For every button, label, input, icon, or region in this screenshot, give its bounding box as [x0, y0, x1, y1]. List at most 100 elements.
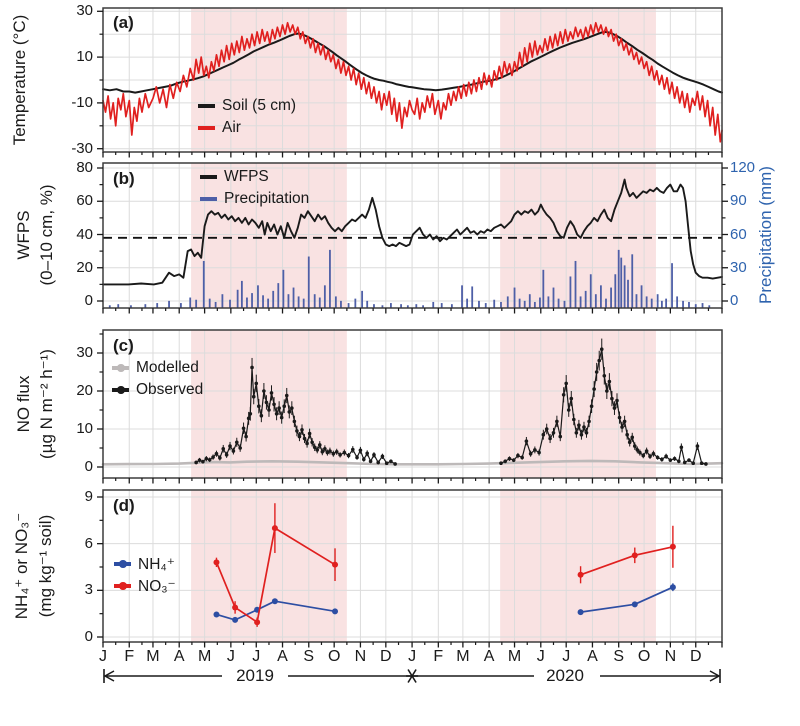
observed-no-flux-point [584, 431, 589, 435]
observed-no-flux-point [315, 448, 320, 452]
panel-c-ytick-20: 20 [76, 382, 93, 399]
panel-b-ytick-60: 60 [76, 192, 93, 210]
precipitation-bar [361, 290, 364, 308]
precipitation-bar [584, 290, 587, 308]
observed-no-flux-point [648, 454, 652, 459]
observed-no-flux-point [499, 461, 503, 466]
observed-no-flux-point [566, 408, 571, 412]
observed-no-flux-point [338, 453, 342, 457]
observed-no-flux-point [346, 453, 351, 458]
panel-b-ytick-40: 40 [76, 225, 93, 243]
observed-no-flux-point [625, 432, 629, 437]
legend-item-precipitation: Precipitation [200, 188, 309, 210]
precipitation-bar [671, 263, 673, 308]
legend-label-soil: Soil (5 cm) [222, 97, 297, 114]
no3-point [271, 525, 278, 532]
no3-point [213, 559, 220, 566]
soil-temperature-line [102, 30, 723, 94]
precipitation-bar [340, 300, 342, 308]
precipitation-bar [246, 297, 248, 308]
observed-no-flux-point [368, 459, 373, 464]
precipitation-bar [552, 287, 555, 308]
month-label-2020-A: A [483, 648, 495, 665]
observed-no-flux-point [528, 451, 533, 456]
legend-item-no3: NO₃⁻ [114, 575, 176, 597]
precipitation-bar [180, 303, 182, 308]
observed-no-flux-point [520, 455, 524, 460]
precipitation-bar [144, 304, 147, 308]
precipitation-bar [623, 265, 626, 308]
precipitation-bar [422, 305, 424, 308]
precipitation-bar [660, 300, 663, 308]
observed-no-flux-point [334, 450, 339, 454]
observed-no-flux-point [393, 462, 397, 466]
precipitation-bar [600, 285, 602, 308]
precipitation-bar [466, 298, 469, 308]
observed-no-flux-point [555, 419, 559, 424]
observed-no-flux-point [376, 460, 381, 465]
observed-no-flux-point [617, 415, 622, 420]
observed-no-flux-point [302, 436, 307, 441]
month-label-2020-D: D [689, 648, 702, 665]
observed-no-flux-point [668, 458, 673, 462]
observed-no-flux-point [605, 389, 609, 393]
precipitation-bar [189, 297, 192, 308]
observed-no-flux-point [307, 431, 312, 436]
observed-no-flux-point [267, 408, 271, 412]
precipitation-bar [614, 274, 617, 308]
observed-no-flux-point [655, 455, 660, 460]
observed-no-flux-point [362, 457, 366, 462]
panel-b-ytick-0: 0 [84, 292, 93, 309]
legend-item-observed: Observed [112, 379, 203, 401]
precipitation-bar [297, 296, 300, 308]
observed-no-flux-point [248, 412, 253, 416]
precipitation-bar [450, 304, 453, 308]
panel-a-letter: (a) [113, 13, 134, 32]
precipitation-bar [257, 285, 259, 308]
observed-no-flux-point [251, 394, 256, 399]
shaded-growing-season-d-0 [191, 490, 347, 642]
observed-no-flux-point [194, 460, 198, 465]
precipitation-bar [500, 301, 502, 308]
observed-no-flux-point [695, 444, 700, 448]
observed-no-flux-point [682, 460, 687, 465]
precipitation-bar [589, 274, 592, 308]
observed-no-flux-point [262, 389, 266, 393]
observed-no-flux-point [615, 398, 619, 403]
shaded-growing-season-b-0 [191, 163, 347, 308]
observed-no-flux-point [238, 446, 242, 450]
year-label-2019: 2019 [236, 666, 274, 685]
observed-no-flux-point [574, 431, 579, 435]
observed-no-flux-point [290, 406, 294, 410]
precipitation-bar [440, 303, 443, 308]
observed-no-flux-point [207, 457, 212, 462]
precipitation-bar [676, 296, 679, 308]
precipitation-bar [569, 276, 572, 308]
panel-b-ytick-80: 80 [76, 159, 93, 176]
month-label-2019-N: N [354, 648, 367, 665]
nh4-point [669, 584, 676, 591]
observed-no-flux-point [201, 459, 205, 464]
precipitation-bar [620, 257, 623, 308]
no3-line-swatch [114, 582, 131, 589]
precipitation-ytick-0: 0 [730, 292, 739, 309]
precipitation-bar [656, 294, 659, 308]
precipitation-bar [471, 286, 474, 308]
month-label-2020-M: M [456, 648, 470, 665]
observed-no-flux-point [651, 451, 656, 456]
precipitation-bar [108, 305, 111, 308]
panel-d-letter: (d) [113, 496, 135, 515]
nh4-point [577, 609, 584, 616]
precipitation-ytick-60: 60 [730, 225, 747, 243]
precipitation-bar [272, 290, 275, 308]
no3-point [332, 561, 339, 568]
observed-no-flux-point [548, 436, 552, 441]
month-label-2019-D: D [380, 648, 392, 665]
precipitation-bar [605, 298, 607, 308]
legend-item-nh4: NH₄⁺ [114, 553, 176, 575]
observed-no-flux-point [507, 456, 512, 461]
observed-no-flux-point [577, 423, 581, 428]
soil-line-swatch [198, 104, 215, 108]
observed-line-swatch [112, 386, 129, 393]
precipitation-bar [650, 298, 653, 308]
